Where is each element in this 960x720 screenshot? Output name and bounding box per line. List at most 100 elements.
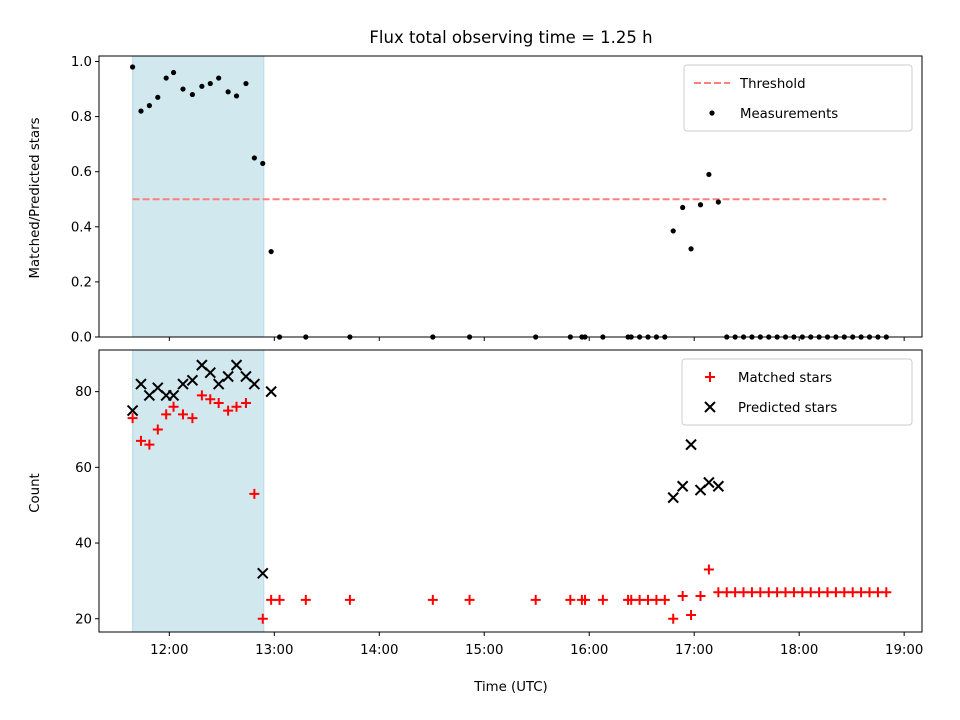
matched-star-point [427,594,438,605]
matched-star-point [881,587,892,598]
y-tick-label: 0.8 [71,110,92,125]
matched-star-point [746,587,757,598]
predicted-star-point [667,491,679,504]
shaded-interval [132,350,264,632]
x-tick-label: 13:00 [255,643,293,658]
x-tick-label: 12:00 [150,643,188,658]
measurement-point [189,91,196,98]
predicted-star-point [703,476,715,489]
matched-star-point [721,587,732,598]
matched-star-point [830,587,841,598]
y-tick-label: 0.2 [71,275,92,290]
predicted-star-point [177,378,189,390]
matched-star-point [780,587,791,598]
matched-star-point [797,587,808,598]
matched-star-point [168,401,179,412]
measurement-point [146,102,152,109]
measurement-point [216,75,222,81]
predicted-star-point [712,480,725,492]
chart-title: Flux total observing time = 1.25 h [369,28,652,47]
measurement-point [155,94,161,100]
matched-star-point [580,594,591,605]
predicted-star-point [248,378,261,390]
matched-star-point [839,587,850,598]
matched-star-point [856,587,867,598]
matched-star-point [213,397,224,408]
y-tick-label: 40 [75,537,92,552]
y-tick-label: 0.4 [71,220,92,235]
y-tick-label: 1.0 [71,55,92,70]
x-axis-label: Time (UTC) [473,680,548,695]
panel-count: 20 40 60 80 12:00 13:00 14:00 15:00 16:00 17:00 18… [75,349,923,658]
matched-star-point [738,587,749,598]
x-tick-label: 14:00 [360,643,398,658]
matched-star-point [634,594,645,605]
legend: Matched stars Predicted stars [681,358,913,426]
y-tick-label: 0.6 [71,165,92,180]
predicted-star-point [257,567,269,580]
matched-star-point [565,594,576,605]
matched-star-point [196,390,207,401]
predicted-star-point [222,370,234,383]
measurement-point [163,75,169,81]
measurement-point [207,80,213,87]
series-matched-stars [127,390,892,624]
matched-star-point [274,594,285,605]
x-tick-label: 15:00 [465,643,503,658]
matched-star-point [755,587,766,598]
matched-star-point [205,394,216,405]
measurement-point [129,64,136,70]
matched-star-point [266,594,277,605]
y-axis-label-bottom: Count [28,473,43,513]
matched-star-point [257,613,268,624]
predicted-star-point [167,389,180,402]
matched-star-point [805,587,816,598]
measurement-point [251,155,257,161]
matched-star-point [677,591,688,602]
predicted-star-point [230,359,243,371]
axes-frame [98,55,923,338]
matched-star-point [223,405,234,416]
x-tick-label: 17:00 [675,643,713,658]
matched-star-point [626,594,637,605]
measurement-point [670,228,676,234]
matched-star-point [300,594,311,605]
series-predicted-stars [126,359,725,580]
x-tick-label: 19:00 [885,643,923,658]
matched-star-point [597,594,608,605]
y-tick-label: 0.0 [71,331,92,346]
predicted-star-point [186,374,199,386]
matched-star-point [344,594,355,605]
legend-matched-swatch [705,372,715,382]
measurement-point [170,69,177,76]
x-tick-label: 18:00 [780,643,818,658]
predicted-star-point [676,480,689,492]
y-axis-label-top: Matched/Predicted stars [28,117,43,278]
legend-label: Matched stars [738,371,832,386]
predicted-star-point [212,378,225,390]
measurement-point [199,83,205,89]
axes-frame [98,349,923,633]
matched-star-point [152,424,163,435]
measurement-point [688,246,694,252]
matched-star-point [772,587,783,598]
matched-star-point [763,587,774,598]
matched-star-point [703,564,714,575]
measurement-point [706,171,712,178]
matched-star-point [695,591,706,602]
shaded-interval [132,56,264,337]
matched-star-point [144,439,155,450]
legend: Threshold Measurements [683,64,913,132]
matched-star-point [847,587,858,598]
matched-star-point [864,587,875,598]
measurement-point [233,93,240,99]
predicted-star-point [265,385,277,398]
matched-star-point [668,613,679,624]
measurement-point [680,204,686,211]
matched-star-point [240,397,251,408]
legend-predicted-swatch [704,401,716,413]
matched-star-point [135,435,146,446]
matched-star-point [686,609,697,620]
matched-star-point [231,401,242,412]
